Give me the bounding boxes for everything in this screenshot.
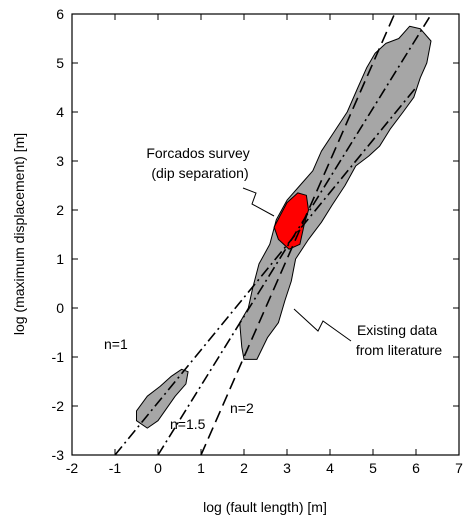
leader-forcados (242, 187, 275, 217)
x-tick-label: 5 (369, 460, 377, 476)
y-tick-label: 1 (56, 251, 64, 267)
x-tick-label: 0 (154, 460, 162, 476)
y-tick-label: 5 (56, 55, 64, 71)
y-tick-label: -1 (52, 349, 65, 365)
y-axis-label: log (maximum displacement) [m] (11, 133, 27, 335)
y-tick-label: -2 (52, 398, 65, 414)
x-tick-label: 7 (455, 460, 463, 476)
plot-frame (71, 13, 460, 456)
x-tick-label: 4 (326, 460, 334, 476)
data-layer (114, 14, 433, 455)
line-n-1 (114, 86, 417, 455)
y-tick-label: 2 (56, 202, 64, 218)
plot-area (114, 14, 433, 455)
annotation-forcados-line1: Forcados survey (146, 145, 249, 161)
annotation-literature: Existing data from literature (356, 322, 443, 358)
x-tick-label: -2 (66, 460, 79, 476)
y-tick-label: 0 (56, 300, 64, 316)
x-tick-label: 1 (197, 460, 205, 476)
y-tick-label: -3 (52, 447, 65, 463)
region-literature-1 (136, 368, 189, 429)
annotation-forcados: Forcados survey (dip separation) (146, 145, 253, 181)
line-n-2 (200, 14, 396, 455)
x-tick-label: -1 (109, 460, 122, 476)
annotation-literature-line1: Existing data (357, 322, 437, 338)
annotation-literature-line2: from literature (356, 342, 443, 358)
x-axis-label: log (fault length) [m] (203, 499, 327, 515)
annotation-n2: n=2 (230, 400, 254, 416)
annotation-n1: n=1 (104, 336, 128, 352)
region-literature-0 (239, 25, 432, 360)
leader-literature (293, 308, 352, 342)
x-tick-label: 2 (240, 460, 248, 476)
annotation-n1-5: n=1.5 (170, 416, 206, 432)
y-tick-label: 3 (56, 153, 64, 169)
y-tick-label: 4 (56, 104, 64, 120)
x-tick-label: 3 (283, 460, 291, 476)
line-n-1-5 (157, 14, 433, 455)
annotation-forcados-line2: (dip separation) (151, 165, 248, 181)
x-tick-label: 6 (412, 460, 420, 476)
y-tick-label: 6 (56, 6, 64, 22)
